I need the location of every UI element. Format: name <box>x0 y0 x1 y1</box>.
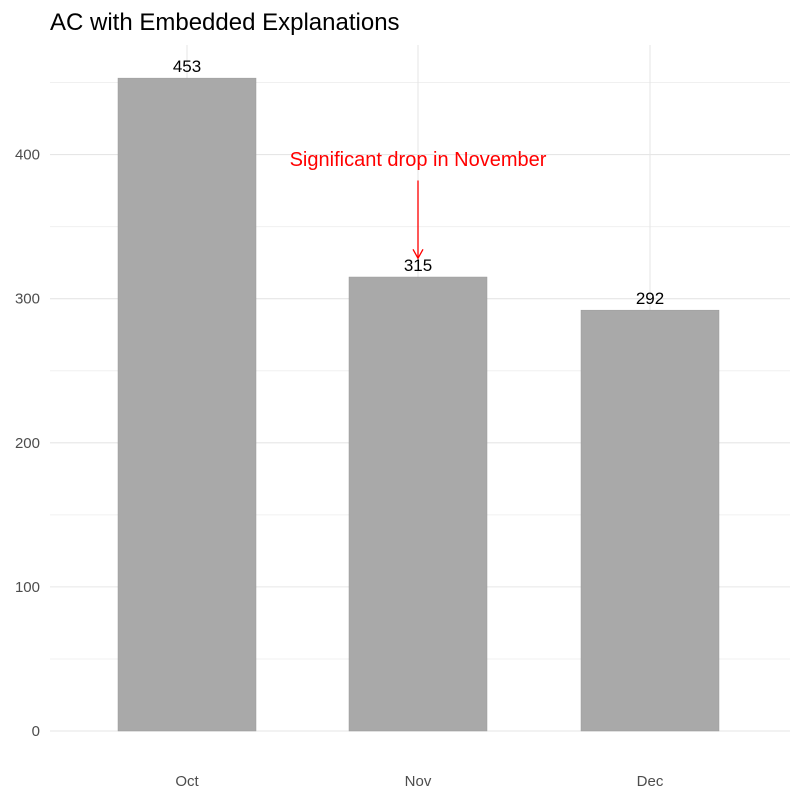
bar-nov <box>348 276 488 732</box>
axis-labels: 0 100 200 300 400 Oct Nov Dec <box>15 147 664 790</box>
chart-title: AC with Embedded Explanations <box>50 9 400 36</box>
y-tick-label: 100 <box>15 579 40 596</box>
y-tick-label: 400 <box>15 147 40 164</box>
y-tick-label: 200 <box>15 435 40 452</box>
x-tick-label: Dec <box>637 773 664 790</box>
annotation: Significant drop in November <box>290 149 547 260</box>
annotation-arrow-head <box>412 248 424 260</box>
data-label-nov: 315 <box>404 256 432 275</box>
bar-oct <box>117 77 257 732</box>
y-tick-label: 0 <box>32 723 40 740</box>
data-label-dec: 292 <box>636 289 664 308</box>
bars: 453 315 292 <box>117 57 720 732</box>
y-tick-label: 300 <box>15 291 40 308</box>
annotation-text: Significant drop in November <box>290 149 547 171</box>
x-tick-label: Nov <box>405 773 432 790</box>
data-label-oct: 453 <box>173 57 201 76</box>
bar-dec <box>580 309 720 732</box>
x-tick-label: Oct <box>175 773 199 790</box>
